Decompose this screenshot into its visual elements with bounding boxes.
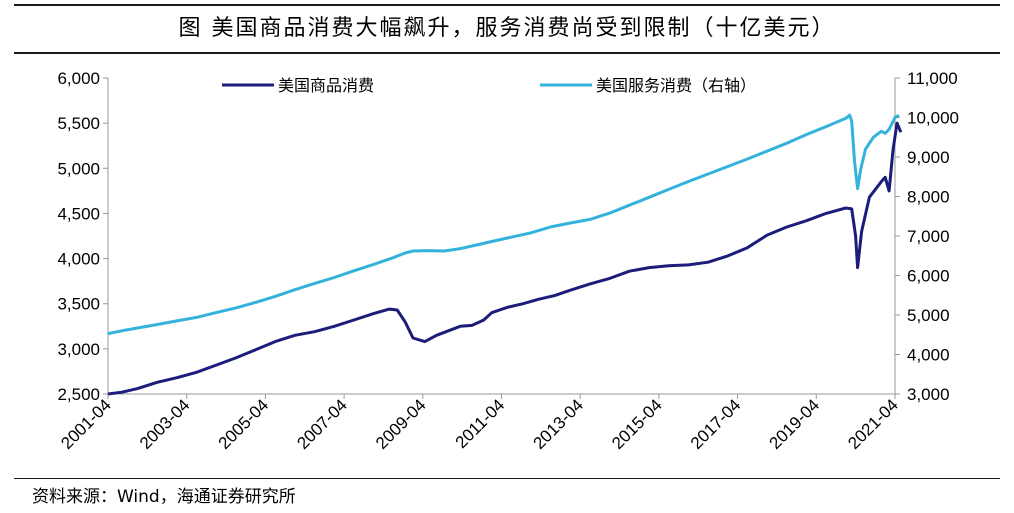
y-left-tick-label: 3,500 (57, 295, 100, 314)
chart-title: 图 美国商品消费大幅飙升，服务消费尚受到限制（十亿美元） (178, 16, 836, 41)
x-tick-label: 2013-04 (529, 395, 587, 453)
y-left-tick-label: 2,500 (57, 385, 100, 404)
x-tick-label: 2007-04 (293, 395, 351, 453)
series-lines (107, 113, 903, 396)
source-note: 资料来源：Wind，海通证券研究所 (32, 487, 296, 507)
y-left-tick-label: 4,000 (57, 250, 100, 269)
y-left-tick-label: 4,500 (57, 204, 100, 223)
title-divider (14, 52, 1000, 54)
x-tick-label: 2011-04 (452, 395, 509, 452)
y-right-tick-label: 9,000 (907, 148, 950, 167)
x-tick-label: 2005-04 (215, 395, 273, 453)
x-tick-label: 2009-04 (372, 395, 430, 453)
bottom-rule (14, 478, 1000, 479)
x-tick-label: 2003-04 (136, 395, 194, 453)
x-tick-label: 2021-04 (844, 395, 902, 453)
legend-label-services: 美国服务消费（右轴） (596, 76, 756, 95)
y-right-tick-label: 5,000 (907, 306, 950, 325)
x-tick-label: 2015-04 (608, 395, 666, 453)
y-right-tick-label: 8,000 (907, 188, 950, 207)
series-line-goods (107, 121, 903, 396)
top-rule (14, 4, 1000, 6)
x-tick-label: 2017-04 (687, 395, 745, 453)
x-tick-label: 2019-04 (766, 395, 824, 453)
y-left-tick-label: 5,500 (57, 114, 100, 133)
y-right-tick-label: 10,000 (907, 109, 959, 128)
legend: 美国商品消费 美国服务消费（右轴） (222, 76, 756, 95)
y-right-tick-label: 7,000 (907, 227, 950, 246)
y-left-tick-label: 3,000 (57, 340, 100, 359)
y-right-tick-label: 3,000 (907, 385, 950, 404)
chart-area: 2,500 3,000 3,500 4,000 4,500 5,000 5,500 6,000… (57, 69, 959, 453)
series-line-services (107, 113, 900, 336)
y-right-tick-label: 11,000 (907, 69, 958, 88)
title-bar: 图 美国商品消费大幅飙升，服务消费尚受到限制（十亿美元） (0, 6, 1014, 46)
y-left-tick-label: 6,000 (57, 69, 100, 88)
y-left-tick-label: 5,000 (57, 159, 100, 178)
legend-label-goods: 美国商品消费 (278, 76, 374, 95)
y-right-tick-label: 6,000 (907, 267, 950, 286)
y-right-tick-label: 4,000 (907, 346, 950, 365)
x-tick-label: 2001-04 (57, 395, 115, 453)
